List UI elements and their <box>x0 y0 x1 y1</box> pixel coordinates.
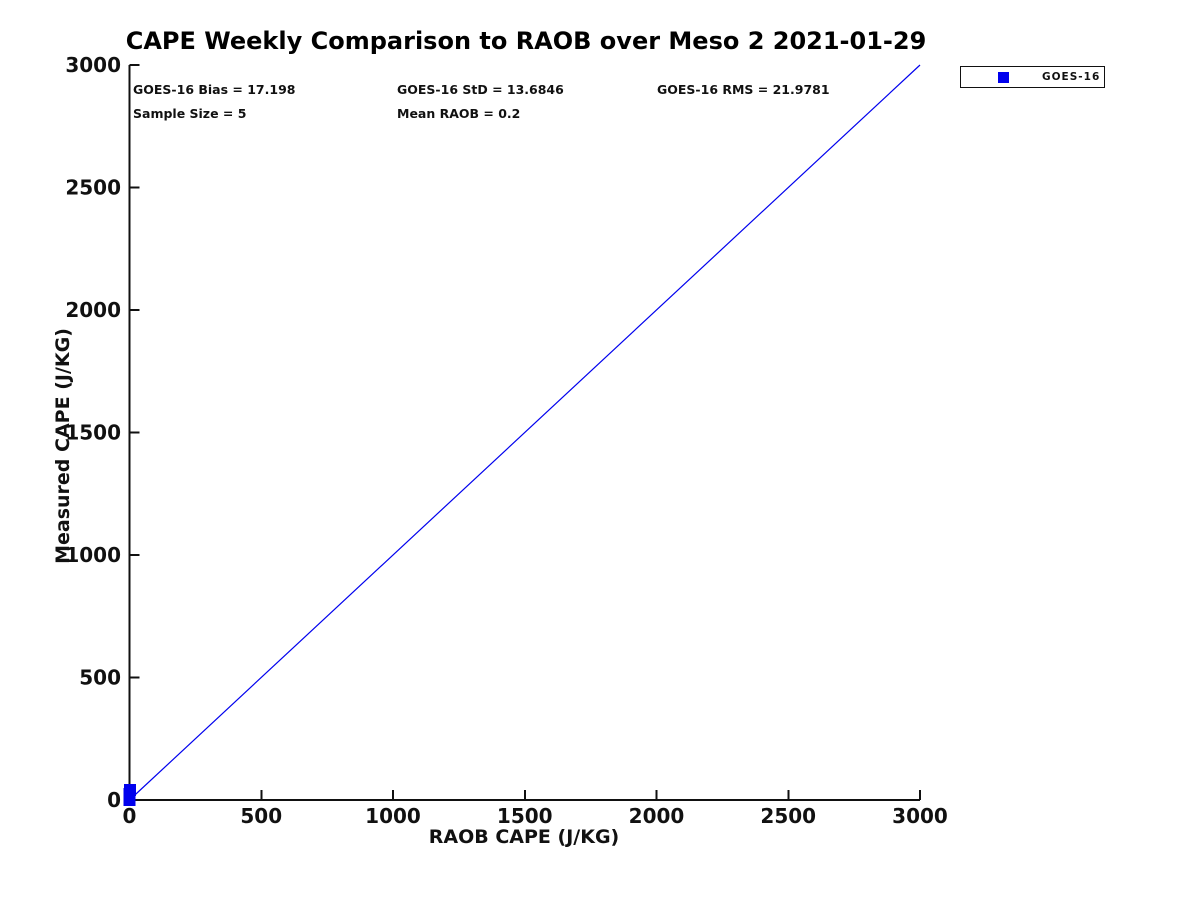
chart-title: CAPE Weekly Comparison to RAOB over Meso… <box>125 27 927 55</box>
stat-rms: GOES-16 RMS = 21.9781 <box>657 82 830 97</box>
legend: GOES-16 <box>960 66 1105 88</box>
data-point-marker <box>123 784 136 797</box>
x-tick-label: 1500 <box>497 804 553 828</box>
x-tick-label: 3000 <box>892 804 948 828</box>
x-tick-label: 1000 <box>365 804 421 828</box>
stat-bias: GOES-16 Bias = 17.198 <box>133 82 296 97</box>
x-tick-label: 0 <box>123 804 137 828</box>
y-tick-label: 3000 <box>65 53 121 77</box>
reference-line <box>129 64 921 801</box>
y-axis-label: Measured CAPE (J/KG) <box>52 328 74 564</box>
y-tick-label: 500 <box>79 666 121 690</box>
x-tick-label: 2000 <box>629 804 685 828</box>
y-tick-label: 2000 <box>65 298 121 322</box>
x-tick-label: 2500 <box>760 804 816 828</box>
x-tick-label: 500 <box>240 804 282 828</box>
legend-label: GOES-16 <box>1042 71 1101 83</box>
y-tick-label: 0 <box>107 788 121 812</box>
stat-mean-raob: Mean RAOB = 0.2 <box>397 106 521 121</box>
legend-marker-square-icon <box>998 71 1009 83</box>
y-tick-label: 1500 <box>65 421 121 445</box>
y-tick-label: 1000 <box>65 543 121 567</box>
y-tick-label: 2500 <box>65 176 121 200</box>
stat-std: GOES-16 StD = 13.6846 <box>397 82 564 97</box>
stat-sample-size: Sample Size = 5 <box>133 106 247 121</box>
x-axis-label: RAOB CAPE (J/KG) <box>428 826 620 848</box>
